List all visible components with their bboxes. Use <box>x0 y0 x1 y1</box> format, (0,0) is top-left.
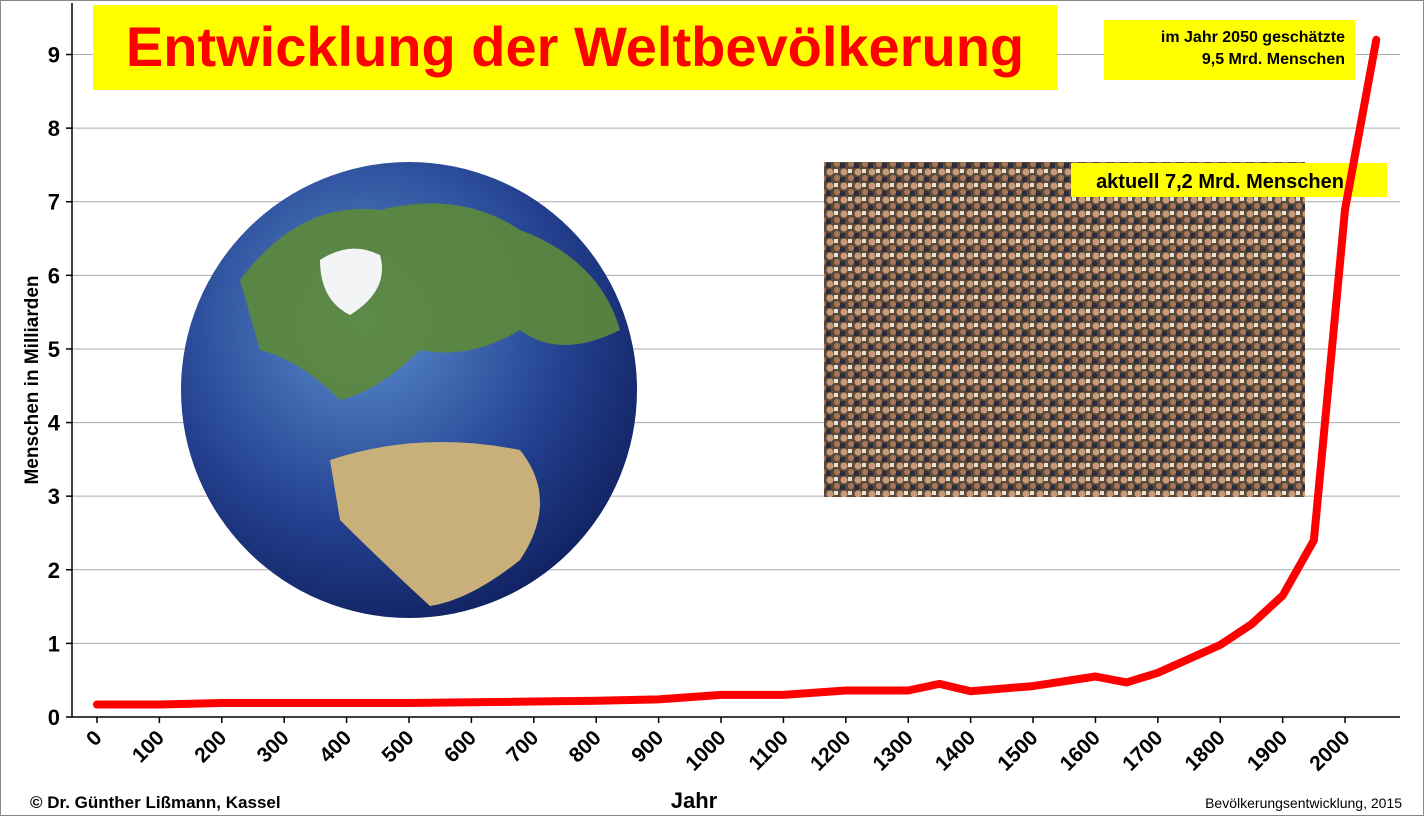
y-tick-label: 0 <box>48 705 60 730</box>
annotation-box <box>1071 163 1387 197</box>
title-box <box>93 5 1057 90</box>
y-tick-label: 1 <box>48 631 60 656</box>
y-tick-label: 2 <box>48 558 60 583</box>
y-tick-label: 5 <box>48 337 60 362</box>
y-tick-label: 7 <box>48 190 60 215</box>
data-line <box>92 35 1381 709</box>
x-axis-label: Jahr <box>671 788 718 813</box>
annotation: 9,5 Mrd. Menschen <box>1202 51 1345 68</box>
source: Bevölkerungsentwicklung, 2015 <box>1205 795 1402 811</box>
annotation: aktuell 7,2 Mrd. Menschen <box>1096 171 1344 193</box>
y-tick-label: 6 <box>48 263 60 288</box>
y-tick-label: 3 <box>48 484 60 509</box>
chart-title: Entwicklung der Weltbevölkerung <box>126 15 1024 78</box>
y-tick-label: 8 <box>48 116 60 141</box>
y-tick-label: 9 <box>48 43 60 68</box>
credit: © Dr. Günther Lißmann, Kassel <box>30 793 281 812</box>
globe-image <box>181 162 637 618</box>
annotation: im Jahr 2050 geschätzte <box>1161 29 1345 46</box>
y-tick-label: 4 <box>48 411 61 436</box>
annotation-box <box>1104 20 1355 80</box>
y-axis-label: Menschen in Milliarden <box>22 275 43 484</box>
crowd-image <box>824 162 1305 497</box>
